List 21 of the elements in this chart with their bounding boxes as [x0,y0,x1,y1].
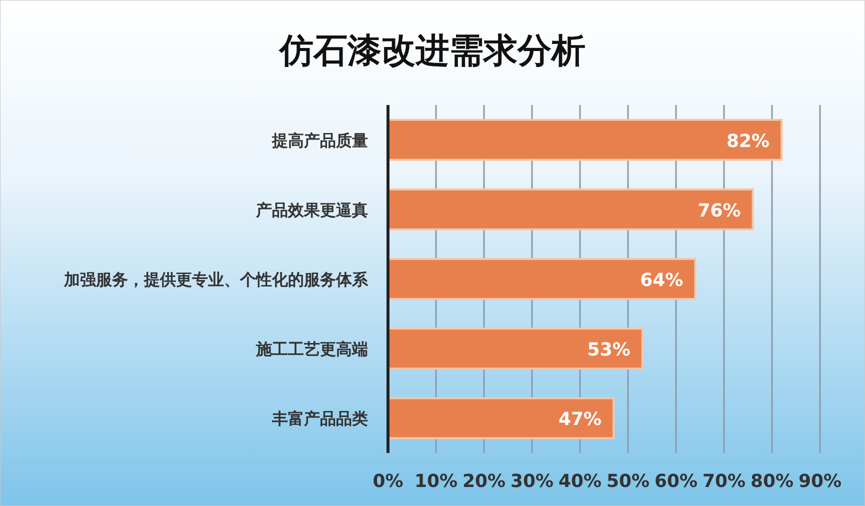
data-label: 82% [726,130,770,152]
data-label: 53% [587,340,630,361]
y-tick-label: 施工工艺更高端 [255,340,368,359]
x-tick-label: 40% [558,471,602,492]
data-label: 47% [558,409,602,430]
x-tick-label: 80% [750,471,794,492]
y-tick-label: 丰富产品品类 [271,409,368,428]
y-tick-label: 提高产品质量 [271,130,368,150]
x-tick-label: 60% [654,471,698,492]
x-tick-label: 10% [414,471,458,492]
y-tick-label: 加强服务，提供更专业、个性化的服务体系 [63,270,369,289]
y-tick-label: 产品效果更逼真 [255,200,368,220]
x-tick-label: 90% [798,471,842,492]
chart-title: 仿石漆改进需求分析 [278,31,586,71]
data-label: 64% [640,270,684,291]
x-tick-label: 20% [462,471,506,492]
data-label: 76% [698,200,741,222]
x-tick-label: 30% [510,471,554,492]
x-tick-label: 70% [702,471,746,492]
x-tick-label: 0% [372,471,404,492]
x-tick-label: 50% [606,471,650,492]
